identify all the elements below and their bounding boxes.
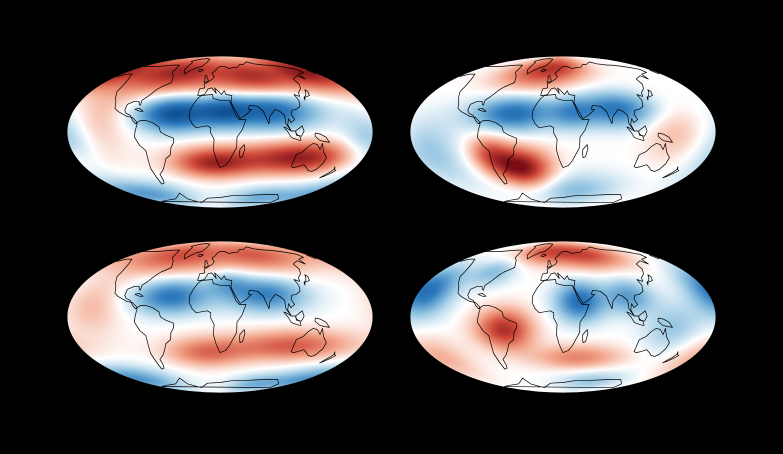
- coastline-africa: [188, 94, 247, 168]
- coastline-japan: [303, 89, 310, 101]
- coastline-antarctica: [161, 192, 279, 204]
- coastline-new-zealand: [319, 351, 337, 364]
- coastline-new-zealand: [662, 166, 680, 179]
- coastline-borneo: [295, 125, 305, 137]
- coastline-south-america: [477, 305, 518, 370]
- coastline-madagascar: [239, 144, 246, 159]
- coastline-indonesia: [283, 126, 302, 141]
- anomaly-field: [410, 56, 716, 208]
- coastlines: [114, 58, 337, 204]
- coastlines: [457, 58, 680, 204]
- anomaly-field: [67, 241, 373, 393]
- coastline-japan: [646, 89, 653, 101]
- coastline-new-guinea: [657, 132, 673, 143]
- globe-outline: [66, 240, 374, 394]
- coastline-south-america: [134, 120, 175, 185]
- coastline-new-guinea: [657, 317, 673, 328]
- coastline-uk: [546, 260, 552, 268]
- coastlines: [114, 243, 337, 389]
- coastline-antarctica: [504, 377, 622, 389]
- coastline-caribbean: [477, 107, 487, 112]
- coastline-north-america: [457, 64, 660, 125]
- coastline-borneo: [295, 310, 305, 322]
- coastline-antarctica: [161, 377, 279, 389]
- globe-outline: [66, 55, 374, 209]
- coastline-madagascar: [239, 329, 246, 344]
- coastline-uk: [203, 75, 209, 83]
- map-panel-bottom-left: [66, 240, 374, 394]
- coastline-new-zealand: [662, 351, 680, 364]
- coastline-eurasia: [197, 61, 306, 132]
- coastline-borneo: [638, 125, 648, 137]
- coastline-indonesia: [283, 311, 302, 326]
- coastline-africa: [531, 279, 590, 353]
- map-panel-top-left: [66, 55, 374, 209]
- coastline-madagascar: [582, 144, 589, 159]
- coastline-greenland: [183, 243, 211, 260]
- anomaly-field: [410, 241, 716, 393]
- coastline-eurasia: [197, 246, 306, 317]
- coastline-africa: [531, 94, 590, 168]
- coastline-australia: [633, 143, 670, 172]
- coastline-caribbean: [134, 107, 144, 112]
- map-panel-bottom-right: [409, 240, 717, 394]
- coastline-greenland: [526, 58, 554, 75]
- coastline-caribbean: [134, 292, 144, 297]
- coastline-madagascar: [582, 329, 589, 344]
- coastline-uk: [203, 260, 209, 268]
- coastline-new-guinea: [314, 317, 330, 328]
- coastline-north-america: [457, 249, 660, 310]
- coastline-caribbean: [477, 292, 487, 297]
- coastline-antarctica: [504, 192, 622, 204]
- coastline-south-america: [477, 120, 518, 185]
- coastline-eurasia: [540, 61, 649, 132]
- coastline-australia: [290, 143, 327, 172]
- coastline-indonesia: [626, 311, 645, 326]
- coastline-iceland: [540, 254, 547, 258]
- coastline-africa: [188, 279, 247, 353]
- coastline-iceland: [197, 254, 204, 258]
- coastline-australia: [290, 328, 327, 357]
- coastline-japan: [303, 274, 310, 286]
- coastline-south-america: [134, 305, 175, 370]
- coastline-borneo: [638, 310, 648, 322]
- coastline-north-america: [114, 249, 317, 310]
- coastline-greenland: [526, 243, 554, 260]
- map-panel-top-right: [409, 55, 717, 209]
- coastline-japan: [646, 274, 653, 286]
- anomaly-field: [67, 56, 373, 208]
- coastline-greenland: [183, 58, 211, 75]
- coastline-north-america: [114, 64, 317, 125]
- coastline-indonesia: [626, 126, 645, 141]
- coastline-australia: [633, 328, 670, 357]
- coastline-eurasia: [540, 246, 649, 317]
- coastline-new-guinea: [314, 132, 330, 143]
- coastline-uk: [546, 75, 552, 83]
- coastline-new-zealand: [319, 166, 337, 179]
- coastlines: [457, 243, 680, 389]
- coastline-iceland: [197, 69, 204, 73]
- globe-outline: [409, 240, 717, 394]
- globe-outline: [409, 55, 717, 209]
- coastline-iceland: [540, 69, 547, 73]
